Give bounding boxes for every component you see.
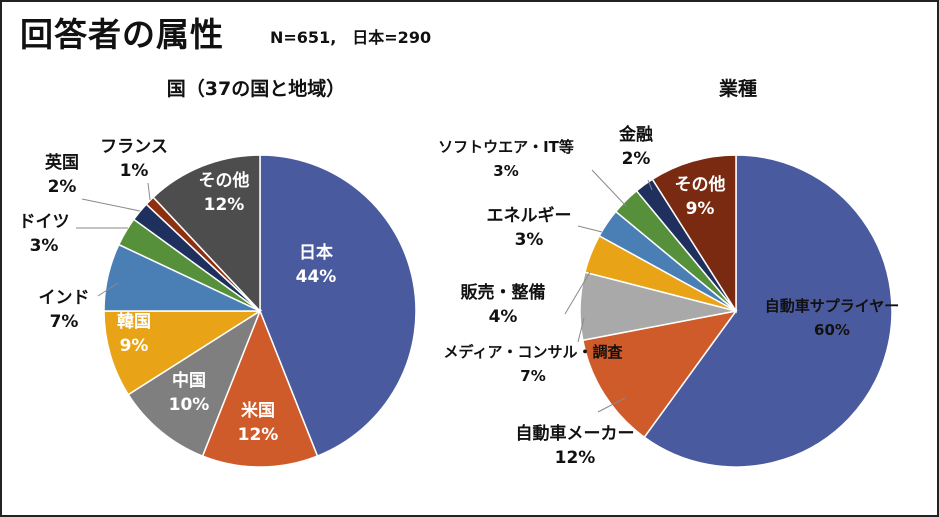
slice-label-value: 3% <box>30 236 59 256</box>
slice-label-value: 44% <box>296 267 337 287</box>
slice-label-name: 中国 <box>172 370 206 391</box>
pie-slice-1 <box>643 154 893 468</box>
pie-chart-1: 国（37の国と地域） 日本 44% 米国 12% 中国 10% 韓国 9% インド 7% ドイツ 3% 英… <box>19 77 417 468</box>
slice-label-value: 2% <box>48 177 77 197</box>
pie-slice-2 <box>581 309 738 439</box>
slice-label-value: 12% <box>238 425 279 445</box>
slice-label-value: 4% <box>489 307 518 327</box>
slice-label-name: インド <box>39 288 90 308</box>
leader-line <box>564 271 591 315</box>
pie-slice-2 <box>201 308 319 468</box>
leader-line <box>97 282 119 297</box>
slice-label-value: 3% <box>493 162 518 180</box>
slice-label-name: 自動車メーカー <box>516 423 635 444</box>
slice-label-name: 金融 <box>618 124 653 145</box>
leader-line <box>591 169 627 207</box>
slice-label-name: その他 <box>675 174 726 195</box>
slice-label-name: ドイツ <box>19 212 70 232</box>
slice-label-value: 1% <box>120 161 149 181</box>
chart-title: 業種 <box>718 77 757 100</box>
pie-slice-4 <box>103 310 263 396</box>
slice-label-name: 米国 <box>241 400 275 421</box>
slice-label-value: 9% <box>120 336 149 356</box>
chart-title: 国（37の国と地域） <box>167 77 345 100</box>
slice-label-name: ソフトウエア・IT等 <box>438 138 574 156</box>
pie-slice-1 <box>259 154 417 458</box>
slice-label-value: 10% <box>169 395 210 415</box>
pie-slice-8 <box>651 154 737 314</box>
slice-label-value: 7% <box>520 367 545 385</box>
leader-line <box>647 179 653 191</box>
slice-label-name: エネルギー <box>487 206 572 226</box>
leader-line <box>81 198 141 212</box>
pie-slice-3 <box>127 309 262 458</box>
slice-label-value: 3% <box>515 230 544 250</box>
slice-label-name: 販売・整備 <box>461 282 546 303</box>
slice-label-value: 60% <box>814 321 850 339</box>
slice-label-value: 9% <box>686 199 715 219</box>
slice-label-value: 7% <box>50 312 79 332</box>
slice-label-name: 英国 <box>45 152 79 173</box>
slice-label-name: 日本 <box>299 242 333 263</box>
leader-line <box>147 182 151 201</box>
slice-label-name: 韓国 <box>117 311 151 332</box>
leader-line <box>577 225 603 233</box>
slice-label-value: 12% <box>204 195 245 215</box>
slice-label-value: 2% <box>622 149 651 169</box>
slice-label-name: フランス <box>100 137 168 157</box>
slice-label-value: 12% <box>555 448 596 468</box>
leader-line <box>597 397 626 413</box>
slice-label-name: その他 <box>199 170 250 191</box>
sample-size-note: N=651, 日本=290 <box>270 28 432 47</box>
slice-label-name: 自動車サプライヤー <box>765 297 900 315</box>
leader-line <box>577 317 585 343</box>
pie-slice-9 <box>152 154 261 313</box>
page-title: 回答者の属性 <box>20 15 224 54</box>
slice-label-name: メディア・コンサル・調査 <box>444 343 624 361</box>
